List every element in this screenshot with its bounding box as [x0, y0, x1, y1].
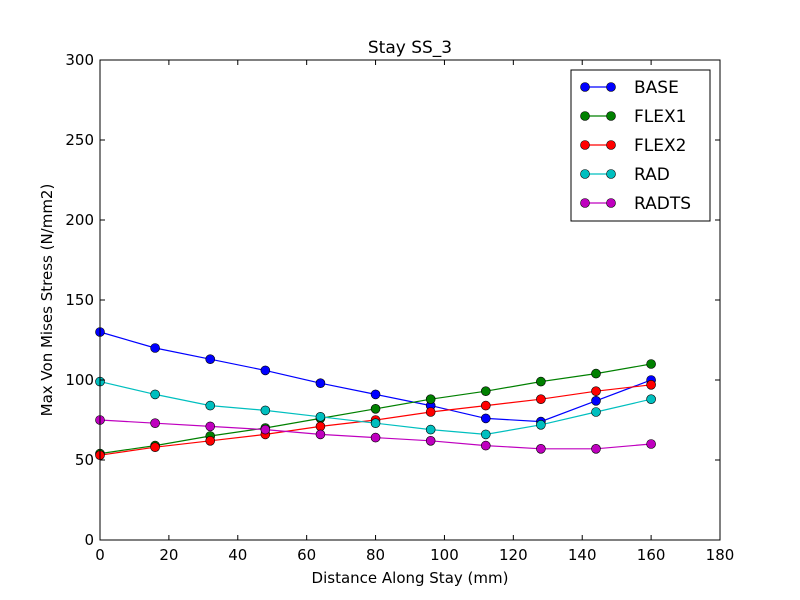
x-tick-label: 120 [499, 546, 528, 564]
y-tick-label: 200 [65, 211, 94, 229]
legend-marker-rad [606, 169, 616, 179]
plot-area: 0 20 40 60 80 100 120 140 160 180 0 50 100 150 200 250 3… [65, 51, 734, 564]
data-point-flex2 [480, 400, 491, 411]
x-tick-label: 0 [95, 546, 105, 564]
legend-marker-flex1 [580, 111, 590, 121]
data-point-flex2 [315, 421, 326, 432]
data-point-radts [536, 443, 546, 454]
data-point-flex2 [425, 407, 436, 417]
x-tick-label: 180 [706, 546, 735, 564]
legend-marker-flex2 [606, 140, 616, 150]
y-tick-label: 0 [84, 531, 94, 549]
data-point-radts [425, 435, 436, 446]
legend-marker-rad [580, 169, 590, 179]
data-point-radts [370, 432, 381, 443]
data-point-flex1 [591, 368, 601, 379]
data-point-rad [150, 389, 160, 400]
legend: BASE FLEX1 FLEX2 RAD RADTS [570, 69, 711, 222]
legend-marker-flex2 [580, 140, 590, 150]
data-point-rad [591, 407, 601, 417]
data-point-radts [315, 429, 326, 440]
legend-label-radts: RADTS [634, 194, 691, 214]
data-point-flex1 [646, 359, 656, 369]
legend-label-base: BASE [634, 78, 679, 98]
data-point-base [315, 378, 326, 389]
data-point-base [205, 354, 216, 365]
data-point-rad [425, 424, 436, 435]
chart-title: Stay SS_3 [368, 38, 452, 58]
legend-label-rad: RAD [634, 165, 670, 185]
data-point-base [150, 343, 160, 353]
y-tick-label: 50 [75, 451, 94, 469]
data-point-flex2 [646, 379, 656, 390]
y-axis-label: Max Von Mises Stress (N/mm2) [38, 184, 56, 417]
y-tick-label: 150 [65, 291, 94, 309]
data-point-flex2 [591, 386, 601, 397]
data-point-base [370, 389, 381, 400]
legend-marker-base [606, 82, 616, 92]
data-point-flex1 [370, 403, 381, 414]
data-point-rad [370, 418, 381, 429]
legend-marker-radts [606, 198, 616, 208]
data-point-radts [205, 421, 216, 432]
x-axis-label: Distance Along Stay (mm) [312, 569, 509, 587]
data-point-flex1 [480, 386, 491, 397]
data-point-rad [646, 394, 656, 405]
x-tick-label: 40 [228, 546, 247, 564]
x-tick-label: 140 [568, 546, 597, 564]
x-tick-label: 160 [637, 546, 666, 564]
data-point-base [591, 395, 601, 406]
legend-label-flex1: FLEX1 [634, 107, 686, 127]
data-point-radts [260, 424, 271, 435]
legend-marker-radts [580, 198, 590, 208]
y-tick-label: 100 [65, 371, 94, 389]
data-point-flex2 [536, 394, 546, 405]
data-point-flex1 [425, 394, 436, 405]
data-point-rad [315, 411, 326, 422]
data-point-flex1 [536, 376, 546, 387]
data-point-rad [480, 429, 491, 440]
data-point-flex2 [150, 442, 160, 453]
data-point-radts [591, 443, 601, 454]
legend-marker-flex1 [606, 111, 616, 121]
y-tick-label: 300 [65, 51, 94, 69]
data-point-radts [646, 439, 656, 449]
data-point-rad [260, 405, 271, 416]
data-point-base [260, 365, 271, 376]
data-point-radts [480, 440, 491, 451]
data-point-radts [150, 418, 160, 429]
x-tick-label: 60 [297, 546, 316, 564]
data-point-rad [205, 400, 216, 411]
x-tick-label: 20 [159, 546, 178, 564]
data-point-base [480, 413, 491, 424]
data-point-rad [536, 419, 546, 430]
x-tick-label: 100 [430, 546, 459, 564]
legend-marker-base [580, 82, 590, 92]
x-tick-label: 80 [366, 546, 385, 564]
data-point-flex2 [205, 435, 216, 446]
legend-label-flex2: FLEX2 [634, 136, 686, 156]
y-tick-label: 250 [65, 131, 94, 149]
